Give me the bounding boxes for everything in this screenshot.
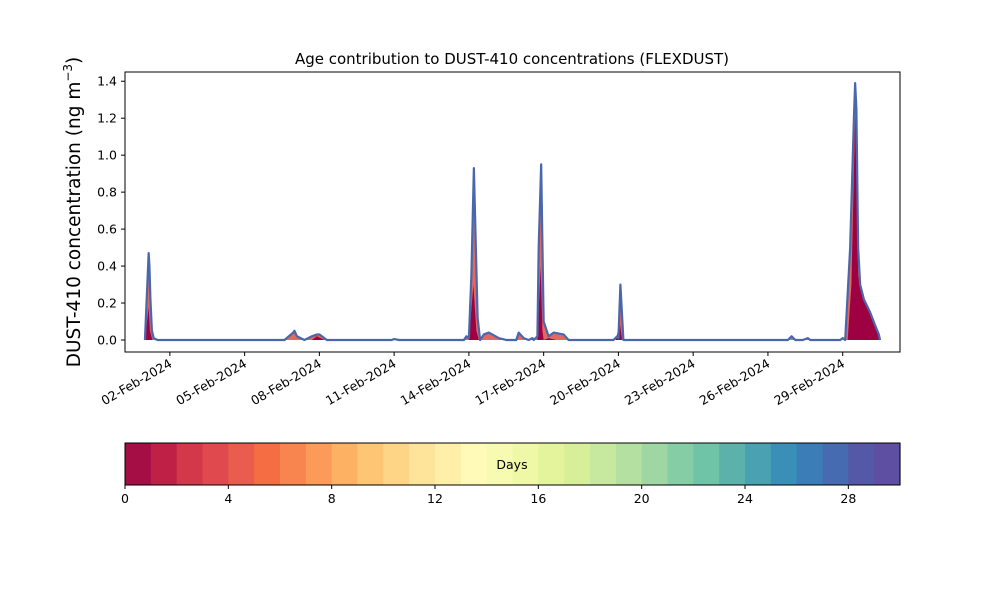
colorbar-bin xyxy=(150,443,178,485)
colorbar-bin xyxy=(228,443,255,485)
colorbar-bin xyxy=(409,443,436,485)
colorbar-bin xyxy=(254,443,281,485)
y-axis-label-superscript: −3 xyxy=(61,64,75,82)
colorbar-bin xyxy=(796,443,824,485)
colorbar-bin xyxy=(874,443,901,485)
x-axis: 02-Feb-202405-Feb-202408-Feb-202411-Feb-… xyxy=(99,352,847,408)
x-tick-label: 05-Feb-2024 xyxy=(173,356,249,408)
y-tick-label: 0.2 xyxy=(97,296,117,311)
colorbar-bin xyxy=(305,443,333,485)
colorbar-bin xyxy=(538,443,565,485)
colorbar-bin xyxy=(331,443,359,485)
colorbar-tick-label: 4 xyxy=(224,491,232,506)
x-tick-label: 29-Feb-2024 xyxy=(771,356,847,408)
y-axis-label-main: DUST-410 concentration (ng m xyxy=(64,82,85,368)
colorbar-bin xyxy=(383,443,410,485)
x-tick-label: 26-Feb-2024 xyxy=(697,356,773,408)
colorbar-frame xyxy=(124,442,901,486)
colorbar-label: Days xyxy=(496,457,527,472)
x-tick-label: 11-Feb-2024 xyxy=(323,356,399,408)
y-tick-label: 0.0 xyxy=(97,332,117,347)
y-axis: 0.0 0.2 0.4 0.6 0.8 1.0 1.2 1.4 xyxy=(97,74,125,347)
colorbar-bin xyxy=(848,443,875,485)
colorbar-bin xyxy=(460,443,488,485)
colorbar-tick-label: 12 xyxy=(427,491,443,506)
colorbar-bin xyxy=(486,443,514,485)
colorbar-bin xyxy=(176,443,204,485)
colorbar-bin xyxy=(719,443,746,485)
y-tick-label: 0.8 xyxy=(97,185,117,200)
y-tick-label: 0.6 xyxy=(97,222,117,237)
chart-title: Age contribution to DUST-410 concentrati… xyxy=(295,50,729,68)
total-concentration-line xyxy=(143,81,882,342)
colorbar-bin xyxy=(693,443,720,485)
colorbar-bin xyxy=(615,443,643,485)
colorbar-bin xyxy=(357,443,384,485)
y-axis-label: DUST-410 concentration (ng m−3) xyxy=(61,57,85,368)
colorbar-bin xyxy=(641,443,669,485)
colorbar-bin xyxy=(822,443,849,485)
y-axis-label-close: ) xyxy=(64,57,85,64)
y-tick-label: 1.2 xyxy=(97,111,117,126)
colorbar-bin xyxy=(770,443,798,485)
x-tick-label: 14-Feb-2024 xyxy=(398,356,474,408)
colorbar-bin xyxy=(590,443,617,485)
colorbar-tick-label: 20 xyxy=(634,491,650,506)
y-tick-label: 1.4 xyxy=(97,74,117,89)
y-tick-label: 1.0 xyxy=(97,148,117,163)
x-tick-label: 20-Feb-2024 xyxy=(547,356,623,408)
colorbar-bin xyxy=(202,443,229,485)
colorbar-bin xyxy=(564,443,591,485)
colorbar-bin xyxy=(667,443,694,485)
colorbar-bin xyxy=(512,443,539,485)
age-mid-area xyxy=(144,83,881,340)
colorbar-tick-label: 16 xyxy=(530,491,546,506)
colorbar: 0 4 8 12 16 20 24 28 xyxy=(121,442,901,506)
x-tick-label: 17-Feb-2024 xyxy=(472,356,548,408)
age-recent-area xyxy=(144,114,881,340)
colorbar-tick-label: 28 xyxy=(840,491,856,506)
y-tick-label: 0.4 xyxy=(97,259,117,274)
x-tick-label: 08-Feb-2024 xyxy=(248,356,324,408)
x-tick-label: 02-Feb-2024 xyxy=(99,356,175,408)
colorbar-bin xyxy=(435,443,462,485)
colorbar-bin xyxy=(125,443,152,485)
x-tick-label: 23-Feb-2024 xyxy=(622,356,698,408)
colorbar-tick-label: 0 xyxy=(121,491,129,506)
plot-area-frame xyxy=(124,71,901,353)
series-layer xyxy=(143,81,882,342)
colorbar-bin xyxy=(745,443,772,485)
colorbar-tick-label: 24 xyxy=(737,491,753,506)
colorbar-tick-label: 8 xyxy=(328,491,336,506)
colorbar-bin xyxy=(280,443,307,485)
